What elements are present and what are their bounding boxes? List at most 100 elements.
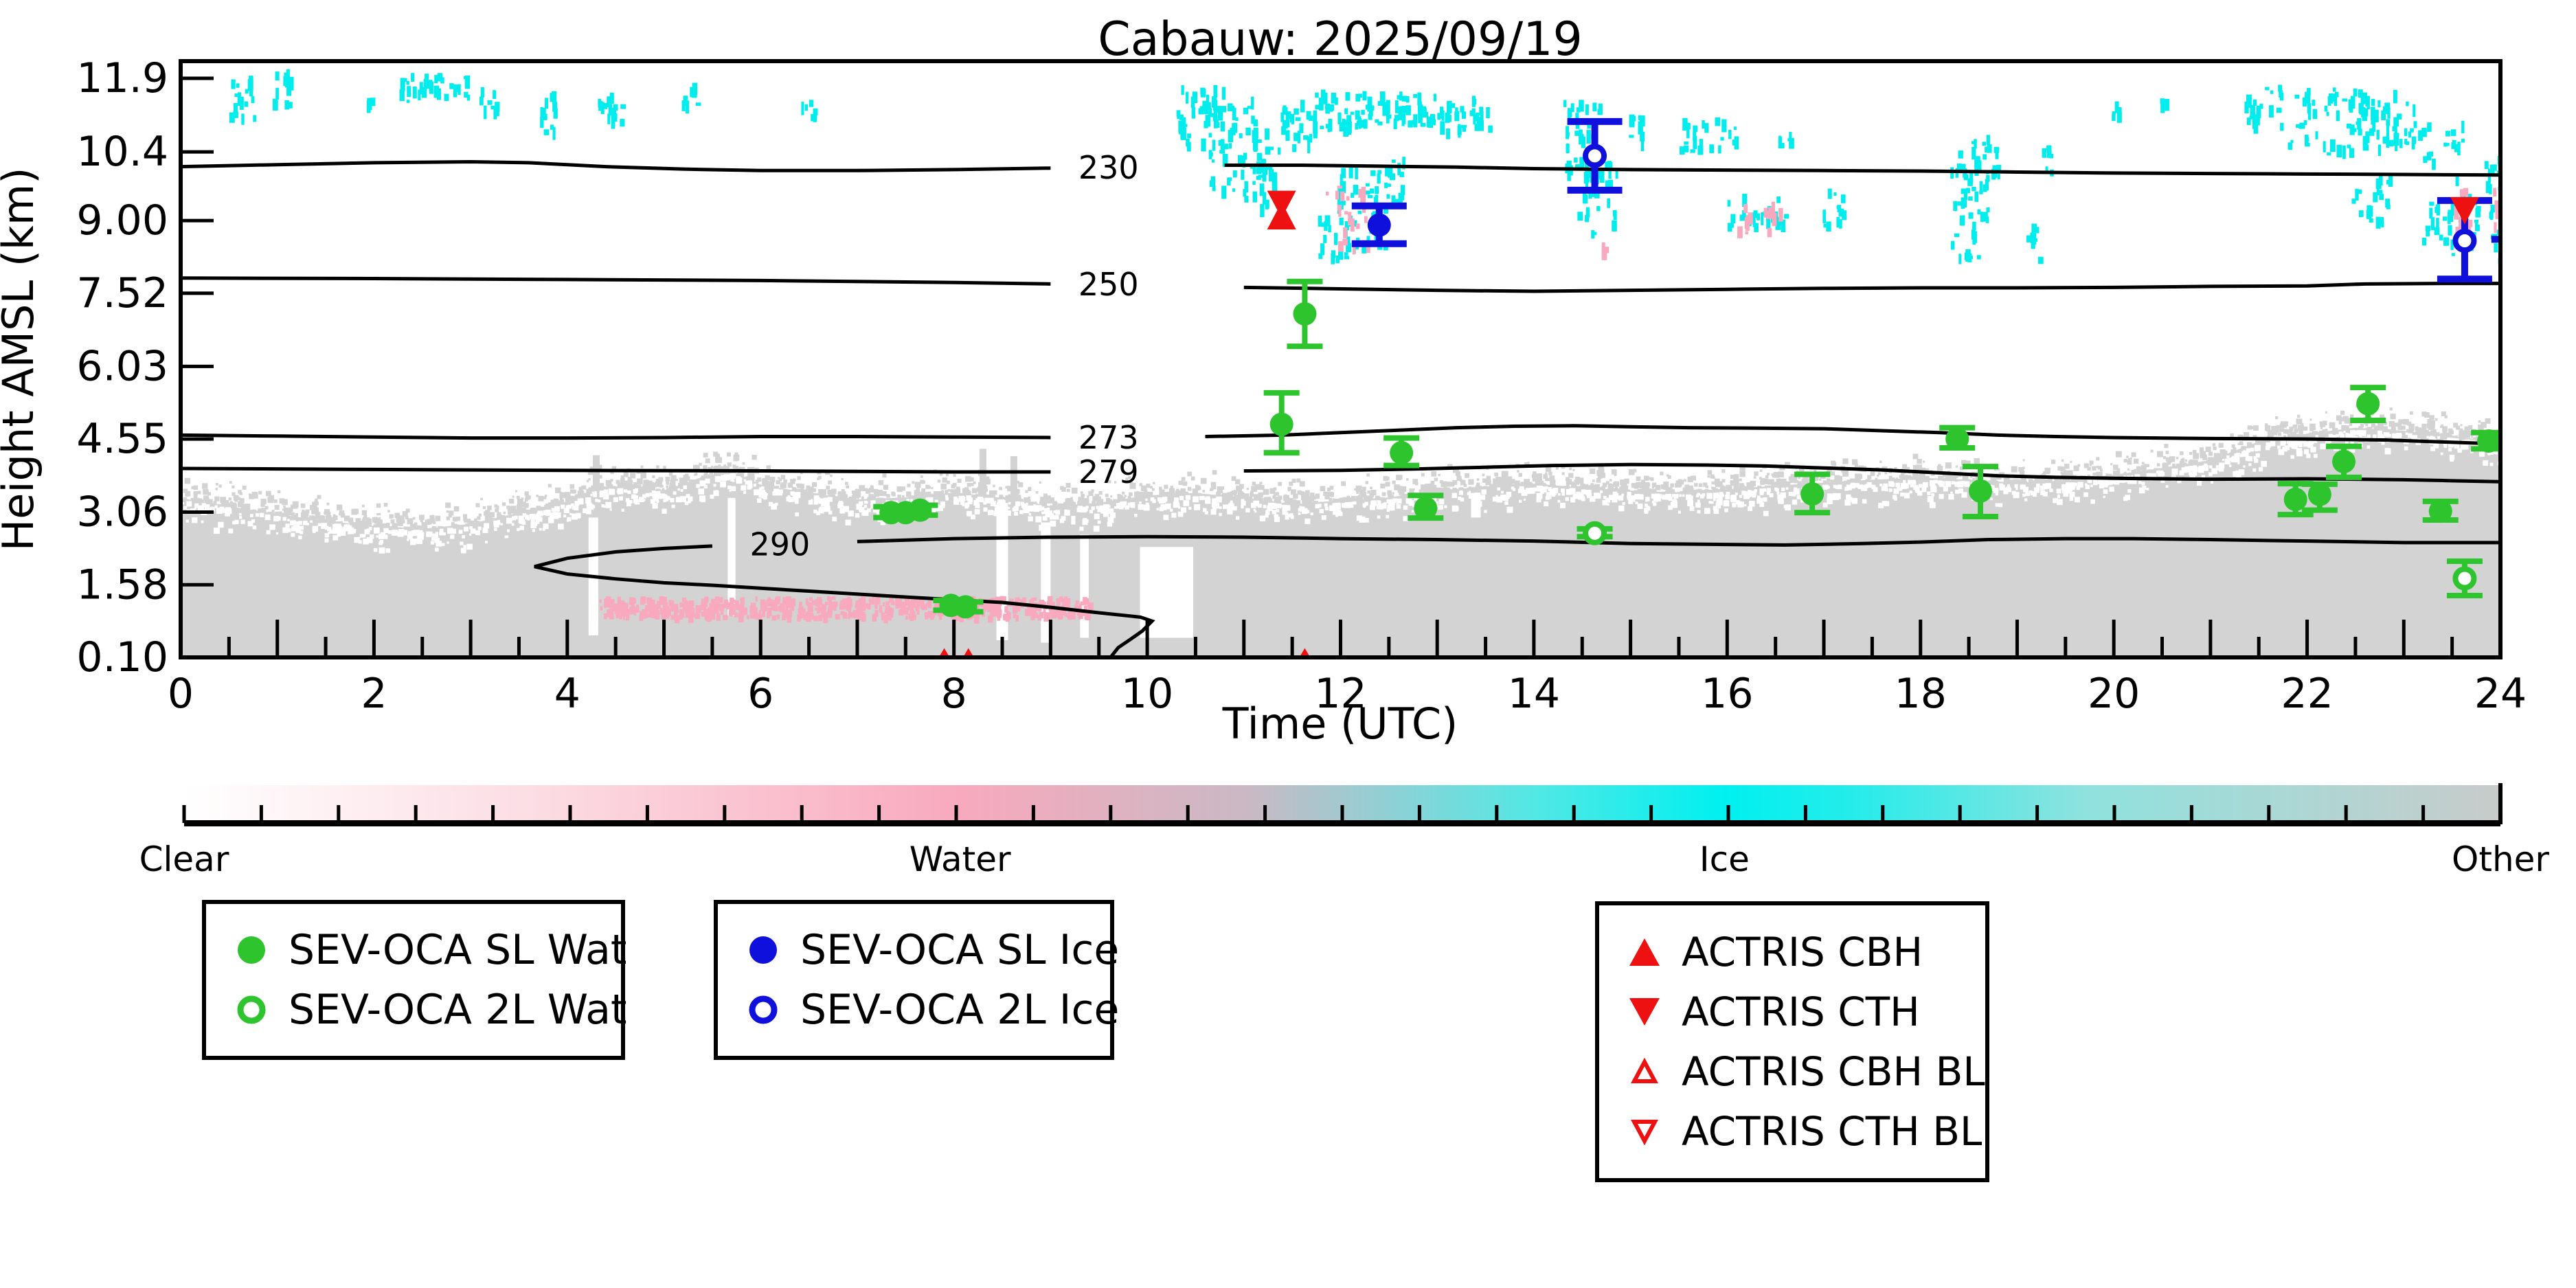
triangle-up-filled-icon	[1629, 938, 1660, 966]
point-sl-wat	[1968, 479, 1992, 503]
legend-item-2l-ice: SEV-OCA 2L Ice	[744, 989, 1119, 1030]
legend-item-cbh-bl: ACTRIS CBH BL	[1625, 1052, 1985, 1092]
triangle-down-open-icon	[1630, 1120, 1659, 1146]
point-sl-wat	[1414, 496, 1438, 520]
clear-slot	[1471, 495, 1481, 518]
y-tick-label: 6.03	[76, 342, 168, 390]
x-tick-label: 2	[361, 670, 387, 718]
isotherm-label-250: 250	[1078, 266, 1139, 303]
y-axis-title: Height AMSL (km)	[0, 168, 43, 552]
legend-box-actris: ACTRIS CBH ACTRIS CTH ACTRIS CBH BL ACTRIS …	[1595, 901, 1989, 1182]
legend-item-2l-wat: SEV-OCA 2L Wat	[232, 989, 627, 1030]
point-2l-wat	[1583, 521, 1607, 545]
point-sl-wat	[2356, 392, 2380, 416]
y-tick-label: 10.4	[76, 128, 168, 176]
point-sl-wat	[2283, 487, 2307, 511]
isotherm-230	[1224, 163, 2500, 177]
x-axis-title: Time (UTC)	[1222, 699, 1458, 749]
x-tick-label: 8	[941, 670, 967, 718]
point-sl-wat	[1945, 427, 1969, 451]
isotherm-label-273: 273	[1078, 419, 1139, 456]
classification-colorbar: Clear Water Ice Other	[139, 783, 2549, 879]
colorbar-label-clear: Clear	[139, 839, 229, 879]
point-sl-wat	[1390, 441, 1414, 465]
colorbar-label-water: Water	[909, 839, 1011, 879]
isotherm-290	[534, 544, 1155, 657]
chart-title: Cabauw: 2025/09/19	[1098, 12, 1582, 67]
triangle-down-filled-icon	[1629, 998, 1660, 1026]
x-tick-label: 16	[1701, 670, 1753, 718]
isotherm-label-290: 290	[749, 526, 810, 563]
x-tick-label: 24	[2474, 670, 2527, 718]
legend-item-label: SEV-OCA SL Ice	[800, 926, 1120, 974]
point-sl-wat	[2428, 499, 2452, 523]
circle-filled-icon	[238, 936, 265, 964]
circle-open-icon	[237, 995, 266, 1024]
y-tick-label: 4.55	[76, 415, 168, 463]
point-sl-wat	[908, 498, 932, 522]
isotherm-label-230: 230	[1078, 149, 1139, 186]
axis-tick-labels: 0 2 4 6 8 10 12 14 16 18 20 22 2411.910.49.007.526.0…	[76, 54, 2527, 718]
isotherm-279	[1243, 462, 2500, 484]
legend-item-cth: ACTRIS CTH	[1625, 992, 1985, 1032]
legend-item-cth-bl: ACTRIS CTH BL	[1625, 1111, 1985, 1151]
point-sl-wat	[1269, 412, 1293, 436]
legend-item-label: SEV-OCA 2L Ice	[800, 986, 1120, 1034]
series-sl-wat	[873, 278, 2500, 619]
triangle-up-open-icon	[1630, 1057, 1659, 1083]
clear-slot	[1080, 534, 1089, 638]
legend-item-label: ACTRIS CTH	[1682, 988, 1920, 1035]
point-sl-wat	[2332, 449, 2356, 473]
point-sl-wat	[953, 595, 978, 619]
classification-raster	[181, 404, 2500, 657]
isotherm-230	[181, 159, 1051, 172]
isotherm-250	[1243, 282, 2500, 293]
isotherm-273	[181, 433, 1051, 440]
y-tick-label: 1.58	[76, 561, 168, 609]
circle-open-icon	[749, 995, 778, 1024]
legend-item-sl-wat: SEV-OCA SL Wat	[232, 929, 626, 971]
x-tick-label: 12	[1314, 670, 1366, 718]
y-tick-label: 9.00	[76, 196, 168, 245]
axes-frame-and-ticks	[179, 59, 2502, 659]
circle-filled-icon	[749, 936, 777, 964]
x-tick-label: 6	[747, 670, 773, 718]
series-2l-wat	[1577, 521, 2483, 598]
isotherm-250	[181, 276, 1051, 286]
x-tick-label: 14	[1508, 670, 1560, 718]
x-tick-label: 0	[168, 670, 194, 718]
point-2l-wat	[2452, 566, 2477, 591]
y-tick-label: 7.52	[76, 269, 168, 317]
x-tick-label: 20	[2088, 670, 2140, 718]
legend-item-label: SEV-OCA SL Wat	[289, 926, 627, 974]
y-tick-label: 3.06	[76, 488, 168, 536]
isotherm-contours	[181, 159, 2500, 657]
point-sl-ice	[1367, 213, 1391, 237]
x-tick-label: 22	[2281, 670, 2333, 718]
isotherm-279	[181, 466, 1051, 474]
y-tick-label: 0.10	[76, 633, 168, 681]
colorbar-label-ice: Ice	[1699, 839, 1750, 879]
point-2l-ice	[2452, 228, 2477, 253]
point-sl-wat	[1293, 302, 1317, 326]
series-actris-cth	[1267, 190, 2479, 225]
colorbar-label-other: Other	[2452, 839, 2549, 879]
legend-item-cbh: ACTRIS CBH	[1625, 932, 1985, 972]
data-points	[873, 117, 2500, 657]
legend-box-sev-oca-ice: SEV-OCA SL Ice SEV-OCA 2L Ice	[714, 900, 1119, 1060]
legend-item-label: ACTRIS CTH BL	[1682, 1108, 1982, 1155]
legend-item-label: SEV-OCA 2L Wat	[289, 986, 627, 1034]
legend-item-sl-ice: SEV-OCA SL Ice	[744, 929, 1119, 971]
legend-item-label: ACTRIS CBH	[1682, 929, 1923, 975]
legend-item-label: ACTRIS CBH BL	[1682, 1048, 1985, 1095]
point-sl-wat	[2477, 429, 2500, 453]
isotherm-290	[857, 534, 2500, 547]
clear-slot	[727, 497, 736, 616]
point-2l-ice	[1583, 144, 1607, 168]
mark-ice-edge-tick	[2491, 236, 2500, 243]
isotherm-label-279: 279	[1078, 453, 1139, 490]
series-sl-ice	[1351, 202, 1407, 247]
